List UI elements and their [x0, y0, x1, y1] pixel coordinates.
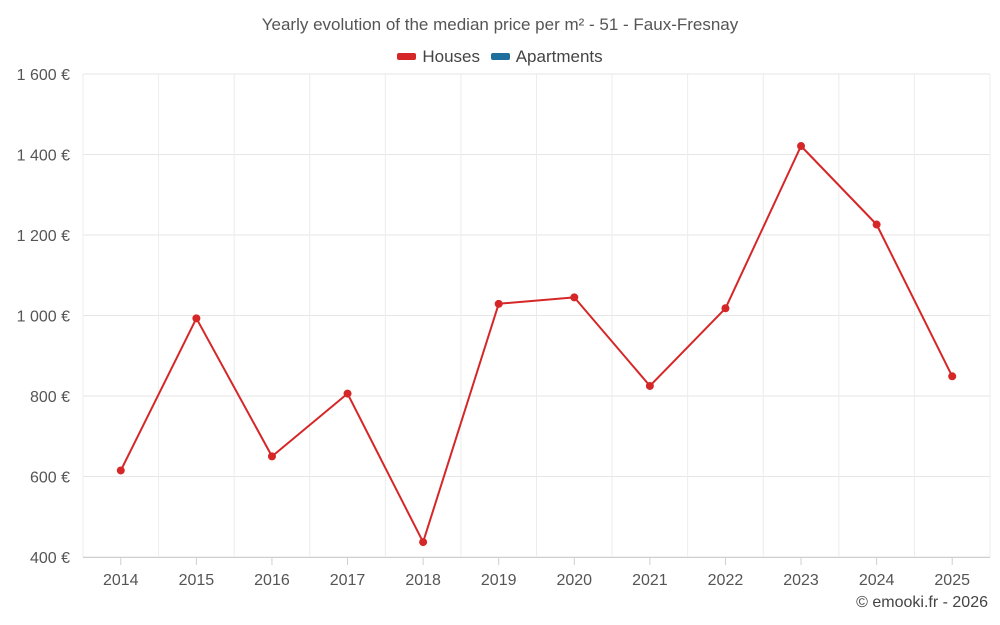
credit-text: © emooki.fr - 2026: [856, 594, 988, 611]
chart-legend: Houses Apartments: [0, 45, 1000, 67]
data-point-houses: [419, 538, 428, 547]
legend-label-houses: Houses: [422, 46, 480, 66]
x-tick-label: 2020: [556, 572, 592, 589]
x-tick-label: 2015: [179, 572, 215, 589]
chart-title: Yearly evolution of the median price per…: [261, 15, 739, 34]
y-tick-label: 800 €: [30, 389, 70, 406]
y-tick-label: 1 200 €: [17, 228, 70, 245]
x-tick-label: 2016: [254, 572, 290, 589]
x-tick-label: 2018: [405, 572, 441, 589]
y-tick-label: 1 400 €: [17, 148, 70, 165]
data-point-houses: [721, 304, 730, 313]
x-tick-label: 2025: [934, 572, 970, 589]
data-point-houses: [645, 381, 654, 390]
legend-label-apartments: Apartments: [515, 46, 603, 66]
series-layer: [116, 142, 957, 547]
data-point-houses: [570, 293, 579, 302]
data-point-houses: [116, 466, 125, 475]
grid-lines: [82, 73, 991, 558]
x-tick-label: 2023: [783, 572, 819, 589]
y-tick-label: 600 €: [30, 470, 70, 487]
x-tick-label: 2014: [103, 572, 139, 589]
x-tick-label: 2017: [330, 572, 366, 589]
series-line-houses: [119, 145, 954, 544]
legend-item-houses[interactable]: Houses: [397, 47, 480, 67]
data-point-houses: [948, 372, 957, 381]
x-tick-label: 2021: [632, 572, 668, 589]
legend-item-apartments[interactable]: Apartments: [490, 46, 603, 67]
legend-swatch-apartments: [490, 53, 510, 60]
data-point-houses: [797, 142, 806, 151]
y-tick-label: 1 600 €: [17, 67, 70, 84]
x-tick-label: 2019: [481, 572, 517, 589]
y-tick-label: 1 000 €: [17, 309, 70, 326]
axes: 400 € 600 € 800 € 1 000 € 1 200 € 1 400 € 1 60…: [17, 67, 990, 589]
data-point-houses: [872, 220, 881, 229]
x-tick-label: 2022: [708, 572, 744, 589]
x-tick-label: 2024: [859, 572, 895, 589]
data-point-houses: [267, 452, 276, 461]
data-point-houses: [494, 299, 503, 308]
data-point-houses: [343, 389, 352, 398]
data-point-houses: [192, 314, 201, 323]
legend-swatch-houses: [397, 53, 417, 60]
y-tick-label: 400 €: [30, 550, 70, 567]
